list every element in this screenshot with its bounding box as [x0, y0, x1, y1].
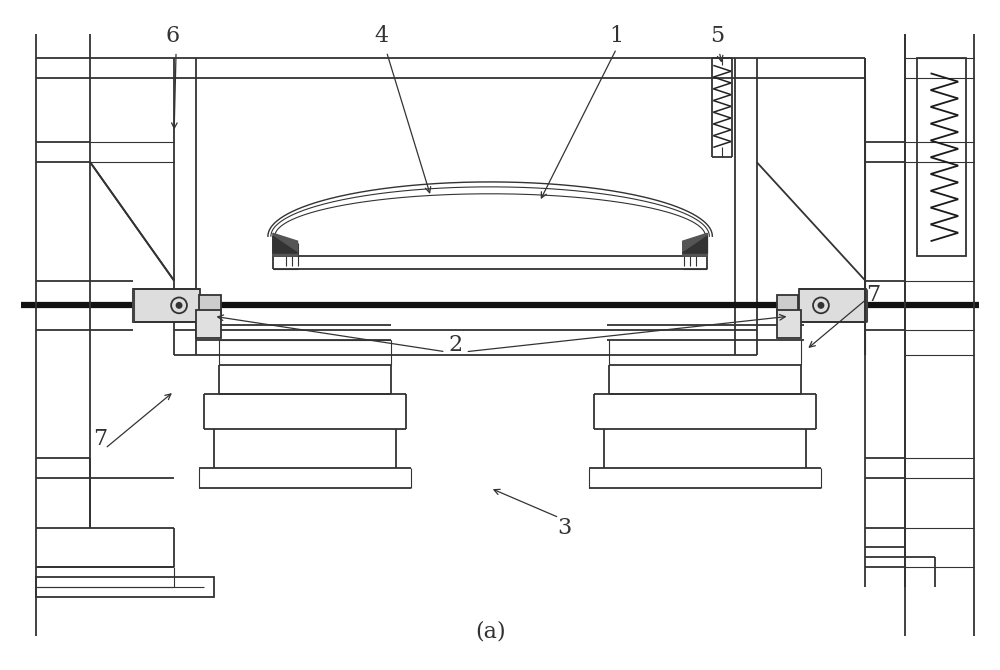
Text: 3: 3: [557, 517, 571, 539]
Polygon shape: [683, 237, 707, 253]
Bar: [777, 295, 798, 316]
Polygon shape: [273, 237, 298, 253]
Polygon shape: [683, 233, 707, 256]
Bar: [917, 58, 966, 256]
Bar: [133, 289, 200, 322]
Text: 4: 4: [374, 25, 389, 47]
Text: (a): (a): [475, 620, 505, 643]
Bar: [777, 310, 801, 338]
Polygon shape: [273, 233, 298, 256]
Bar: [199, 295, 221, 316]
Text: 1: 1: [609, 25, 624, 47]
Bar: [36, 577, 214, 597]
Text: 7: 7: [866, 285, 880, 306]
Text: 5: 5: [710, 25, 724, 47]
Bar: [799, 289, 866, 322]
Text: 6: 6: [165, 25, 179, 47]
Text: 2: 2: [448, 334, 463, 356]
Circle shape: [818, 302, 824, 309]
Bar: [196, 310, 221, 338]
Text: 7: 7: [93, 427, 107, 450]
Circle shape: [176, 302, 182, 309]
